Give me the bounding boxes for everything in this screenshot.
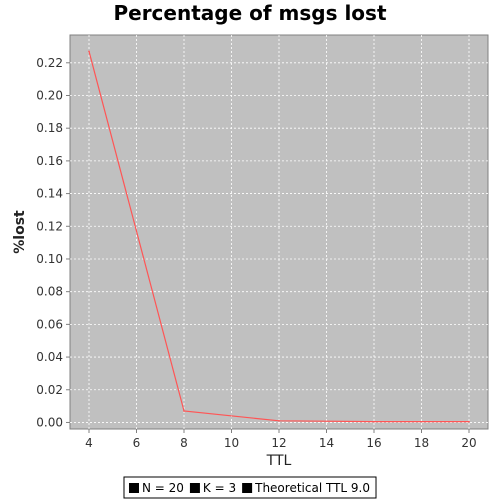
data-point (278, 420, 280, 422)
x-tick-label: 18 (414, 436, 429, 450)
data-point (373, 420, 375, 423)
tick-labels: 4 6 8 10 12 14 16 18 20 0.00 0.02 0.04 0.06 0.08 0.10 0… (36, 56, 476, 450)
legend-swatch-0 (128, 483, 139, 493)
y-tick-label: 0.00 (36, 415, 63, 429)
y-tick-label: 0.08 (36, 285, 63, 299)
y-tick-label: 0.22 (36, 56, 63, 70)
y-tick-label: 0.16 (36, 154, 63, 168)
y-tick-label: 0.18 (36, 121, 63, 135)
legend-label-1: K = 3 (203, 481, 236, 495)
x-tick-label: 14 (319, 436, 334, 450)
data-point (183, 410, 185, 412)
y-tick-label: 0.04 (36, 350, 63, 364)
y-tick-label: 0.14 (36, 187, 63, 201)
y-tick-label: 0.02 (36, 383, 63, 397)
y-tick-label: 0.12 (36, 219, 63, 233)
legend-swatch-2 (242, 483, 253, 493)
x-tick-label: 10 (224, 436, 239, 450)
legend-label-0: N = 20 (142, 481, 184, 495)
x-tick-label: 20 (461, 436, 476, 450)
y-tick-label: 0.06 (36, 317, 63, 331)
x-tick-label: 4 (85, 436, 93, 450)
axes (66, 62, 470, 433)
y-tick-label: 0.10 (36, 252, 63, 266)
data-point (468, 420, 470, 423)
x-axis-label: TTL (266, 453, 292, 469)
legend-items: N = 20 K = 3 Theoretical TTL 9.0 (128, 481, 370, 495)
grid-lines (70, 35, 488, 429)
legend: N = 20 K = 3 Theoretical TTL 9.0 (123, 476, 377, 499)
y-tick-label: 0.20 (36, 88, 63, 102)
series-layer (88, 50, 470, 423)
x-tick-label: 12 (271, 436, 286, 450)
data-point (88, 50, 90, 53)
y-axis-label: %lost (12, 210, 28, 254)
x-tick-label: 6 (133, 436, 141, 450)
x-tick-label: 8 (180, 436, 188, 450)
legend-swatch-1 (189, 483, 200, 493)
x-tick-label: 16 (366, 436, 381, 450)
legend-label-2: Theoretical TTL 9.0 (254, 481, 370, 495)
chart-title: Percentage of msgs lost (113, 1, 386, 25)
